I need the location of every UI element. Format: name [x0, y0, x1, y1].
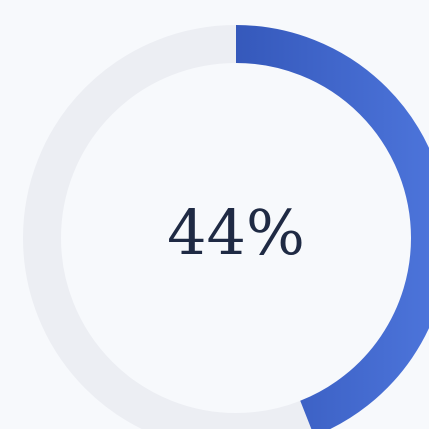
ring-progress — [23, 25, 429, 429]
progress-label: 44% — [167, 196, 305, 269]
ring — [23, 25, 429, 429]
